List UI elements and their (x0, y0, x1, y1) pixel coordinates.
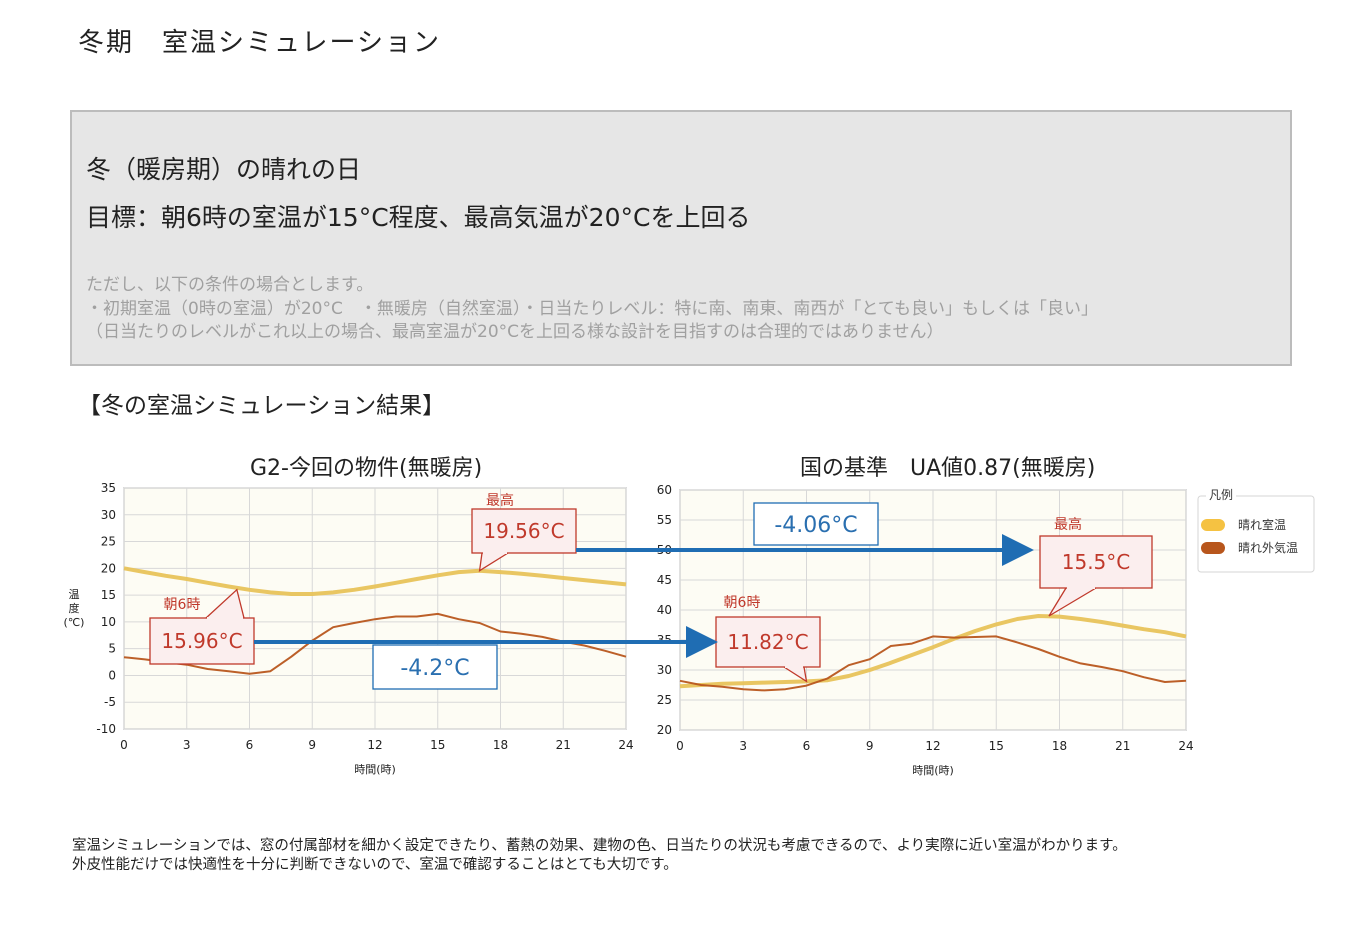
y-axis-label: 度 (69, 601, 80, 615)
max-diff-box (753, 502, 879, 546)
x-tick-label: 0 (120, 738, 128, 752)
y-tick-label: 30 (101, 508, 116, 522)
max-label: 最高 (1054, 516, 1082, 533)
y-axis-label: (℃) (64, 616, 85, 629)
condition-note: （日当たりのレベルがこれ以上の場合、最高室温が20°Cを上回る様な設計を目指すの… (86, 322, 944, 342)
y-tick-label: 35 (101, 481, 116, 495)
x-axis-label: 時間(時) (912, 764, 954, 777)
x-tick-label: 21 (556, 738, 571, 752)
y-axis-label: 温 (69, 588, 80, 601)
condition-heading: 冬（暖房期）の晴れの日 (86, 155, 362, 184)
x-tick-label: 6 (803, 739, 811, 753)
x-tick-label: 15 (989, 739, 1004, 753)
legend-label: 晴れ室温 (1238, 517, 1286, 532)
x-tick-label: 3 (183, 738, 191, 752)
morning-callout-pointer (783, 666, 808, 683)
y-tick-label: 15 (101, 588, 116, 602)
series-line-outdoor (123, 612, 627, 675)
footer-note: 外皮性能だけでは快適性を十分に判断できないので、室温で確認することはとても大切で… (72, 857, 678, 873)
y-tick-label: 30 (657, 663, 672, 677)
x-tick-label: 0 (676, 739, 684, 753)
x-tick-label: 15 (430, 738, 445, 752)
y-tick-label: 60 (657, 483, 672, 497)
max-callout-pointer (478, 552, 509, 572)
legend-title: 凡例 (1209, 488, 1233, 502)
y-tick-label: 40 (657, 603, 672, 617)
max-label: 最高 (486, 492, 514, 509)
y-tick-label: 5 (108, 642, 116, 656)
max-callout-box (471, 508, 577, 554)
morning-callout-value: 15.96°C (161, 629, 242, 653)
y-tick-label: 25 (101, 535, 116, 549)
x-tick-label: 12 (925, 739, 940, 753)
series-line-outdoor (679, 635, 1187, 692)
x-tick-label: 18 (1052, 739, 1067, 753)
chart-title-national: 国の基準 UA値0.87(無暖房) (800, 456, 1096, 481)
x-tick-label: 18 (493, 738, 508, 752)
legend-swatch (1201, 519, 1225, 531)
morning-callout-box (715, 616, 821, 668)
y-tick-label: 45 (657, 573, 672, 587)
condition-note: ただし、以下の条件の場合とします。 (86, 275, 374, 295)
legend-box (1197, 495, 1315, 573)
condition-box: 冬（暖房期）の晴れの日 目標：朝6時の室温が15°C程度、最高気温が20°Cを上… (70, 110, 1292, 366)
chart-title-g2: G2-今回の物件(無暖房) (250, 456, 483, 481)
max-callout-value: 19.56°C (483, 519, 564, 543)
x-tick-label: 24 (1178, 739, 1193, 753)
y-tick-label: 25 (657, 693, 672, 707)
morning-diff-box (372, 644, 498, 690)
legend-label: 晴れ外気温 (1238, 540, 1298, 555)
x-tick-label: 24 (618, 738, 633, 752)
legend-title-bg (1206, 490, 1236, 502)
footer-note: 室温シミュレーションでは、窓の付属部材を細かく設定できたり、蓄熱の効果、建物の色… (72, 838, 1127, 854)
morning-callout-value: 11.82°C (727, 630, 808, 654)
morning-diff-value: -4.2°C (400, 656, 469, 681)
page-title: 冬期 室温シミュレーション (78, 28, 441, 58)
x-axis-label: 時間(時) (354, 763, 396, 776)
y-tick-label: -10 (96, 722, 116, 736)
y-tick-label: 55 (657, 513, 672, 527)
y-tick-label: 0 (108, 668, 116, 682)
x-tick-label: 9 (308, 738, 316, 752)
morning-callout-pointer (205, 588, 245, 619)
y-tick-label: -5 (104, 695, 116, 709)
y-tick-label: 20 (101, 561, 116, 575)
max-diff-value: -4.06°C (774, 513, 857, 538)
y-tick-label: 10 (101, 615, 116, 629)
morning-label: 朝6時 (164, 597, 201, 613)
y-tick-label: 20 (657, 723, 672, 737)
condition-target: 目標：朝6時の室温が15°C程度、最高気温が20°Cを上回る (86, 203, 751, 232)
max-callout-pointer (1048, 587, 1097, 617)
series-line-indoor (123, 566, 627, 596)
x-tick-label: 21 (1115, 739, 1130, 753)
x-tick-label: 6 (246, 738, 254, 752)
x-tick-label: 12 (367, 738, 382, 752)
x-tick-label: 9 (866, 739, 874, 753)
series-line-indoor (679, 614, 1187, 689)
max-callout-value: 15.5°C (1062, 550, 1131, 574)
section-title: 【冬の室温シミュレーション結果】 (78, 393, 446, 419)
morning-label: 朝6時 (724, 595, 761, 611)
legend-swatch (1201, 542, 1225, 554)
condition-note: ・初期室温（0時の室温）が20°C ・無暖房（自然室温）・日当たりレベル：特に南… (86, 299, 1098, 319)
max-callout-box (1039, 535, 1153, 589)
x-tick-label: 3 (739, 739, 747, 753)
